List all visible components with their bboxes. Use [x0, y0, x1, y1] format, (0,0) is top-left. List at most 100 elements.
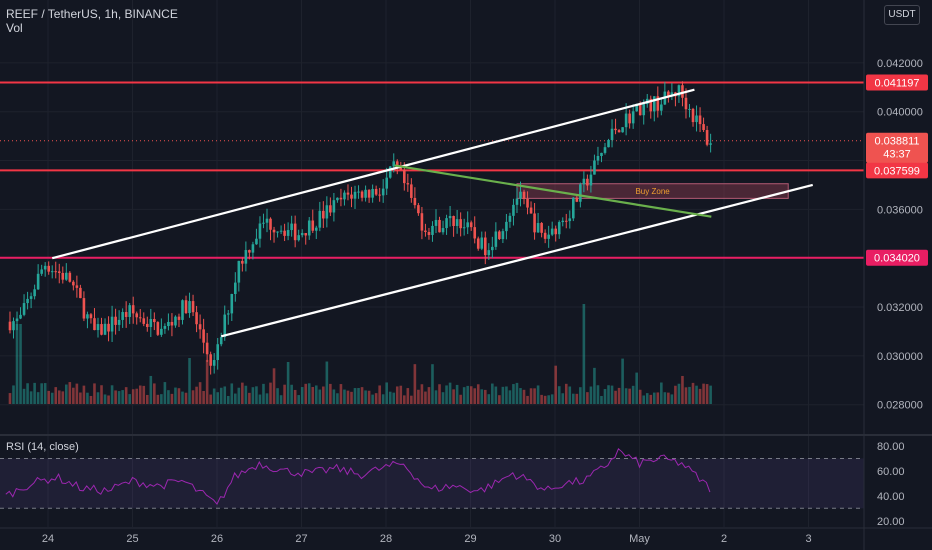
candle[interactable] — [667, 91, 670, 97]
candle[interactable] — [579, 184, 582, 202]
candle[interactable] — [677, 85, 681, 97]
candle[interactable] — [29, 296, 33, 299]
candle[interactable] — [181, 300, 184, 320]
candle[interactable] — [628, 113, 631, 124]
candle[interactable] — [385, 177, 389, 189]
candle[interactable] — [438, 219, 441, 233]
candle[interactable] — [378, 194, 381, 196]
candle[interactable] — [593, 160, 596, 175]
candle[interactable] — [114, 316, 117, 325]
candle[interactable] — [353, 191, 357, 199]
candle[interactable] — [424, 230, 427, 233]
candle[interactable] — [40, 269, 43, 274]
candle[interactable] — [441, 228, 445, 233]
candle[interactable] — [624, 113, 628, 128]
candle[interactable] — [50, 271, 54, 273]
candle[interactable] — [656, 96, 660, 111]
candle[interactable] — [234, 282, 237, 295]
candle[interactable] — [547, 234, 550, 239]
candle[interactable] — [174, 316, 177, 326]
candle[interactable] — [343, 192, 346, 200]
candle[interactable] — [617, 130, 621, 133]
trend-lines[interactable] — [51, 88, 813, 338]
upper-channel-line[interactable] — [51, 88, 695, 260]
candle[interactable] — [135, 313, 139, 318]
candle[interactable] — [554, 228, 558, 235]
candle[interactable] — [698, 115, 702, 125]
candle[interactable] — [364, 189, 367, 198]
candle[interactable] — [434, 219, 438, 226]
candle[interactable] — [508, 215, 512, 222]
candle[interactable] — [304, 233, 308, 236]
candle[interactable] — [582, 178, 586, 185]
candle[interactable] — [614, 128, 617, 131]
candle[interactable] — [417, 205, 420, 214]
candle[interactable] — [209, 354, 212, 366]
candle[interactable] — [445, 218, 448, 229]
candle[interactable] — [170, 321, 174, 326]
candle[interactable] — [600, 152, 603, 156]
candle[interactable] — [12, 321, 15, 331]
candle[interactable] — [258, 223, 262, 239]
candle[interactable] — [216, 344, 220, 361]
candle[interactable] — [501, 231, 505, 240]
candle[interactable] — [22, 303, 26, 315]
candle[interactable] — [57, 271, 61, 273]
candle[interactable] — [691, 108, 695, 123]
candle[interactable] — [290, 223, 293, 231]
candle[interactable] — [237, 260, 241, 283]
candle[interactable] — [255, 238, 258, 245]
candle[interactable] — [212, 360, 216, 366]
candle[interactable] — [533, 213, 536, 233]
candle[interactable] — [642, 104, 646, 116]
candle[interactable] — [526, 198, 529, 208]
candle[interactable] — [336, 197, 339, 201]
candle[interactable] — [522, 191, 526, 199]
candle[interactable] — [688, 108, 691, 110]
candle[interactable] — [392, 161, 396, 167]
candle[interactable] — [406, 183, 410, 185]
candle[interactable] — [410, 184, 413, 198]
candle[interactable] — [272, 229, 276, 233]
candle[interactable] — [325, 205, 329, 219]
candle[interactable] — [403, 169, 406, 184]
candle[interactable] — [153, 319, 156, 323]
candle[interactable] — [586, 178, 589, 186]
candle[interactable] — [505, 221, 508, 232]
candle[interactable] — [8, 321, 12, 331]
candle[interactable] — [184, 300, 188, 314]
candle[interactable] — [79, 287, 82, 299]
candle[interactable] — [557, 222, 561, 235]
candle[interactable] — [695, 115, 698, 123]
candle[interactable] — [202, 329, 205, 343]
candle[interactable] — [395, 161, 399, 166]
candle[interactable] — [205, 342, 209, 355]
candle[interactable] — [480, 237, 484, 249]
candle[interactable] — [33, 289, 36, 297]
candle[interactable] — [702, 124, 705, 131]
candle[interactable] — [177, 316, 181, 320]
candle[interactable] — [107, 323, 110, 332]
candle[interactable] — [329, 205, 332, 213]
candle[interactable] — [652, 96, 656, 112]
candle[interactable] — [142, 318, 146, 324]
candle[interactable] — [420, 213, 424, 231]
candle[interactable] — [332, 200, 336, 213]
candle[interactable] — [138, 317, 142, 319]
candle[interactable] — [638, 103, 642, 116]
candle[interactable] — [603, 147, 607, 153]
candle[interactable] — [279, 230, 283, 232]
candle[interactable] — [124, 312, 128, 317]
candle[interactable] — [536, 223, 540, 233]
candle[interactable] — [550, 228, 554, 235]
candle[interactable] — [462, 227, 466, 229]
candle[interactable] — [543, 232, 547, 239]
candle[interactable] — [487, 250, 491, 256]
candle[interactable] — [684, 97, 688, 110]
candle[interactable] — [131, 305, 135, 314]
lower-channel-line[interactable] — [220, 183, 813, 338]
candle[interactable] — [466, 222, 469, 228]
candle[interactable] — [660, 104, 663, 111]
candle[interactable] — [54, 271, 58, 273]
